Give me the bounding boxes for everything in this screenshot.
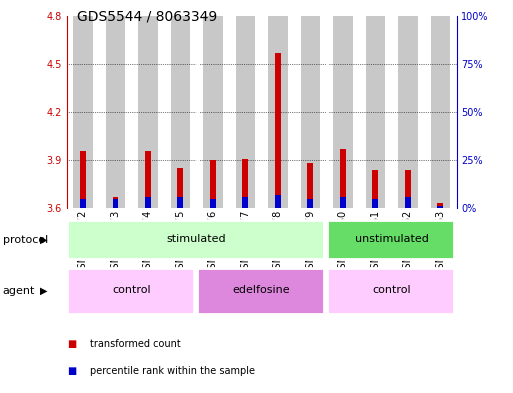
Bar xyxy=(67,268,194,314)
Bar xyxy=(438,206,443,208)
Bar xyxy=(243,158,248,208)
Bar xyxy=(112,197,119,208)
Bar xyxy=(67,220,324,259)
Text: transformed count: transformed count xyxy=(90,339,181,349)
Bar xyxy=(196,268,324,314)
Text: ■: ■ xyxy=(67,366,76,376)
Bar xyxy=(366,16,385,208)
Bar xyxy=(112,198,119,208)
Bar xyxy=(340,197,346,208)
Text: agent: agent xyxy=(3,286,35,296)
Bar xyxy=(405,197,411,208)
Bar xyxy=(405,170,411,208)
Bar xyxy=(372,170,378,208)
Bar xyxy=(438,204,443,208)
Text: control: control xyxy=(372,285,411,295)
Bar xyxy=(275,53,281,208)
Bar xyxy=(73,16,93,208)
Bar xyxy=(235,16,255,208)
Bar xyxy=(430,16,450,208)
Bar xyxy=(372,198,378,208)
Bar xyxy=(398,16,418,208)
Text: GDS5544 / 8063349: GDS5544 / 8063349 xyxy=(77,10,217,24)
Text: protocol: protocol xyxy=(3,235,48,245)
Bar xyxy=(171,16,190,208)
Bar xyxy=(80,198,86,208)
Bar xyxy=(327,220,454,259)
Text: ■: ■ xyxy=(67,339,76,349)
Bar xyxy=(145,197,151,208)
Text: unstimulated: unstimulated xyxy=(354,234,428,244)
Text: stimulated: stimulated xyxy=(167,234,226,244)
Bar xyxy=(307,198,313,208)
Bar xyxy=(177,168,183,208)
Bar xyxy=(333,16,352,208)
Text: edelfosine: edelfosine xyxy=(233,285,290,295)
Bar xyxy=(138,16,157,208)
Bar xyxy=(301,16,320,208)
Bar xyxy=(210,160,216,208)
Bar xyxy=(210,198,216,208)
Bar xyxy=(106,16,125,208)
Text: control: control xyxy=(112,285,151,295)
Bar xyxy=(340,149,346,208)
Bar xyxy=(203,16,223,208)
Bar xyxy=(177,197,183,208)
Bar xyxy=(268,16,288,208)
Bar xyxy=(145,151,151,208)
Bar xyxy=(275,195,281,208)
Bar xyxy=(243,197,248,208)
Bar xyxy=(307,163,313,208)
Text: ▶: ▶ xyxy=(40,286,47,296)
Bar xyxy=(80,151,86,208)
Text: percentile rank within the sample: percentile rank within the sample xyxy=(90,366,255,376)
Bar xyxy=(327,268,454,314)
Text: ▶: ▶ xyxy=(40,235,47,245)
